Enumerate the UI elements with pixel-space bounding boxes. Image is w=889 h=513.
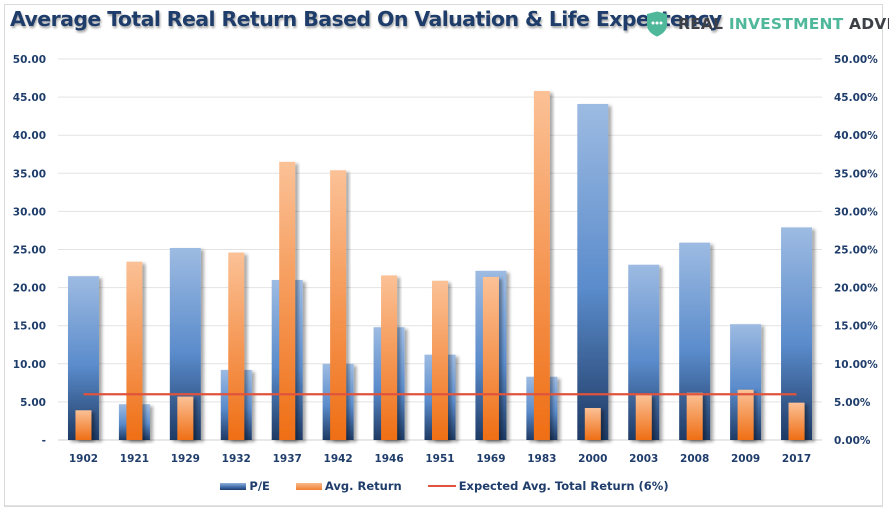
bar-avg-return xyxy=(279,161,296,440)
bar-avg-return xyxy=(75,410,92,440)
y-axis-left: - 5.00 10.00 15.00 20.00 25.00 30.00 35.00 40.00… xyxy=(13,54,46,447)
y-right-tick-label: 30.00% xyxy=(834,206,878,218)
y-left-tick-label: 35.00 xyxy=(13,168,46,180)
bar-avg-return xyxy=(432,280,448,440)
bar-avg-return xyxy=(381,275,398,440)
bar-avg-return xyxy=(533,91,550,440)
chart-title: Average Total Real Return Based On Valua… xyxy=(10,7,722,31)
brand-word-advice: ADVICE xyxy=(849,15,889,33)
legend-item-expected: Expected Avg. Total Return (6%) xyxy=(427,479,669,493)
x-tick-label: 1937 xyxy=(273,453,302,465)
brand-name: REAL INVESTMENT ADVICE xyxy=(678,15,889,33)
y-right-tick-label: 50.00% xyxy=(834,54,878,66)
x-tick-label: 2000 xyxy=(578,453,607,465)
y-left-tick-label: 5.00 xyxy=(20,397,46,409)
legend: P/E Avg. Return Expected Avg. Total Retu… xyxy=(0,479,889,493)
y-right-tick-label: 0.00% xyxy=(834,435,871,447)
x-tick-label: 1902 xyxy=(69,453,98,465)
bottom-divider xyxy=(5,505,883,506)
legend-item-pe: P/E xyxy=(220,479,270,493)
legend-label-pe: P/E xyxy=(249,479,270,493)
bar-avg-return xyxy=(635,395,652,440)
y-left-tick-label: 40.00 xyxy=(13,130,46,142)
legend-label-return: Avg. Return xyxy=(324,479,402,493)
y-right-tick-label: 35.00% xyxy=(834,168,878,180)
y-left-tick-label: 50.00 xyxy=(13,54,46,66)
x-tick-label: 1929 xyxy=(171,453,200,465)
bar-avg-return xyxy=(228,252,245,440)
legend-item-return: Avg. Return xyxy=(295,479,402,493)
bar-avg-return xyxy=(788,402,805,440)
bar-avg-return xyxy=(330,170,347,440)
y-left-tick-label: 20.00 xyxy=(13,283,46,295)
brand-logo: REAL INVESTMENT ADVICE xyxy=(645,11,889,37)
x-tick-label: 2008 xyxy=(680,453,709,465)
bars xyxy=(67,91,813,440)
brand-word-investment: INVESTMENT xyxy=(728,15,844,33)
x-tick-label: 1942 xyxy=(324,453,353,465)
x-axis: 1902 1921 1929 1932 1937 1942 1946 1951 1969 1983… xyxy=(69,453,811,465)
x-tick-label: 1983 xyxy=(527,453,556,465)
legend-swatch-pe xyxy=(220,482,247,490)
x-tick-label: 1951 xyxy=(425,453,454,465)
y-axis-right: 0.00% 5.00% 10.00% 15.00% 20.00% 25.00% 30.00%… xyxy=(834,54,878,447)
y-right-tick-label: 15.00% xyxy=(834,321,878,333)
y-right-tick-label: 25.00% xyxy=(834,245,878,257)
x-tick-label: 1932 xyxy=(222,453,251,465)
legend-label-expected: Expected Avg. Total Return (6%) xyxy=(458,479,669,493)
bar-avg-return xyxy=(737,389,754,440)
y-left-tick-label: 15.00 xyxy=(13,321,46,333)
bar-pe xyxy=(577,103,609,440)
legend-swatch-return xyxy=(295,482,322,490)
bar-avg-return xyxy=(584,407,601,440)
y-right-tick-label: 10.00% xyxy=(834,359,878,371)
bar-avg-return xyxy=(482,276,499,440)
x-tick-label: 2017 xyxy=(782,453,811,465)
brand-word-real: REAL xyxy=(678,15,724,33)
y-right-tick-label: 45.00% xyxy=(834,92,878,104)
bar-avg-return xyxy=(126,261,143,440)
y-left-tick-label: 45.00 xyxy=(13,92,46,104)
y-right-tick-label: 40.00% xyxy=(834,130,878,142)
x-tick-label: 1969 xyxy=(476,453,505,465)
shield-dots-icon xyxy=(647,11,667,37)
x-tick-label: 1946 xyxy=(374,453,403,465)
y-left-tick-label: 10.00 xyxy=(13,359,46,371)
y-left-tick-label: - xyxy=(42,435,46,447)
bar-avg-return xyxy=(177,396,194,440)
x-tick-label: 1921 xyxy=(120,453,149,465)
y-left-tick-label: 25.00 xyxy=(13,245,46,257)
x-tick-label: 2009 xyxy=(731,453,760,465)
x-tick-label: 2003 xyxy=(629,453,658,465)
legend-swatch-expected xyxy=(427,485,456,487)
y-right-tick-label: 20.00% xyxy=(834,283,878,295)
bar-avg-return xyxy=(686,392,703,440)
y-left-tick-label: 30.00 xyxy=(13,206,46,218)
y-right-tick-label: 5.00% xyxy=(834,397,871,409)
